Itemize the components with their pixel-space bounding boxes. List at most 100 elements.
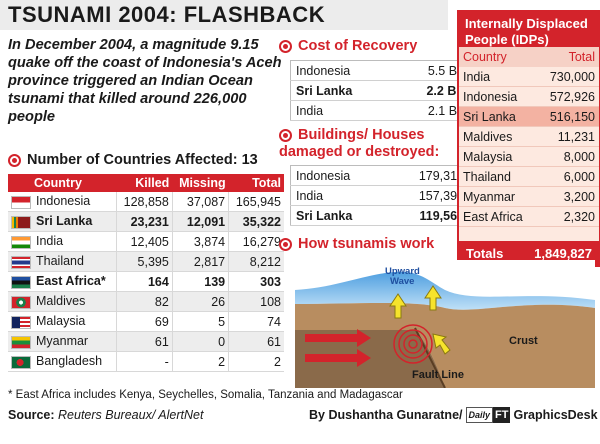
total-cell: 2 [228, 351, 284, 372]
table-row: Maldives 11,231 [459, 126, 599, 147]
graphics-desk-text: GraphicsDesk [513, 408, 598, 422]
total-cell: 3,200 [537, 186, 599, 207]
col-header-country: Country [459, 47, 538, 67]
table-row: Indonesia 128,858 37,087 165,945 [8, 192, 284, 212]
table-row: India 730,000 [459, 67, 599, 87]
table-row: East Africa* 164 139 303 [8, 271, 284, 292]
table-row: Indonesia 179,312 [290, 165, 470, 186]
source-line: Source: Reuters Bureaux/ AlertNet [8, 408, 203, 422]
total-cell: 74 [228, 311, 284, 332]
recovery-heading: Cost of Recovery [279, 38, 417, 55]
how-tsunamis-heading: How tsunamis work [279, 236, 434, 253]
total-cell: 8,212 [228, 251, 284, 272]
country-cell: Indonesia [290, 60, 395, 81]
buildings-heading: Buildings/ Houses damaged or destroyed: [279, 127, 439, 161]
total-cell: 730,000 [537, 67, 599, 87]
total-cell: 165,945 [228, 192, 284, 212]
total-cell: 35,322 [228, 211, 284, 232]
buildings-heading-line1: Buildings/ Houses [298, 127, 425, 143]
title-bar [0, 0, 448, 30]
value-cell: 157,393 [388, 185, 470, 206]
col-header-total: Total [537, 47, 599, 67]
total-cell: 108 [228, 291, 284, 312]
country-cell: Indonesia [290, 165, 389, 186]
bullet-icon [279, 237, 292, 251]
byline: By Dushantha Gunaratne/ Daily FT Graphics… [309, 407, 598, 423]
myanmar-flag-icon [11, 335, 31, 349]
country-cell: Myanmar [8, 331, 117, 352]
missing-cell: 12,091 [171, 211, 229, 232]
country-cell: Indonesia [459, 86, 538, 107]
bullet-icon [279, 39, 292, 53]
casualties-table: Country Killed Missing Total Indonesia 1… [8, 174, 284, 372]
bullet-icon [279, 128, 292, 142]
col-header-missing: Missing [172, 174, 229, 192]
col-header-killed: Killed [116, 174, 173, 192]
logo-ft-text: FT [493, 407, 511, 423]
upward-wave-label-2: Wave [390, 276, 414, 287]
country-cell: Malaysia [8, 311, 117, 332]
country-cell: Thailand [8, 251, 117, 272]
killed-cell: 5,395 [115, 251, 173, 272]
indonesia-flag-icon [11, 195, 31, 209]
table-row: Malaysia 69 5 74 [8, 311, 284, 332]
idp-totals-label: Totals [466, 245, 504, 261]
buildings-heading-line2: damaged or destroyed: [279, 144, 440, 160]
how-tsunamis-heading-label: How tsunamis work [298, 236, 435, 252]
total-cell: 303 [228, 271, 284, 292]
total-cell: 61 [228, 331, 284, 352]
casualties-header-row: Country Killed Missing Total [8, 174, 284, 192]
table-row: Indonesia 5.5 Bn [290, 60, 470, 81]
killed-cell: 61 [115, 331, 173, 352]
country-cell: India [8, 231, 117, 252]
buildings-table: Indonesia 179,312 India 157,393 Sri Lanka 1… [290, 165, 470, 226]
countries-count: 13 [241, 152, 258, 168]
malaysia-flag-icon [11, 315, 31, 329]
total-cell: 6,000 [537, 166, 599, 187]
country-name: Bangladesh [36, 354, 103, 369]
east-africa-flag-icon [11, 275, 31, 289]
country-name: East Africa* [36, 274, 106, 289]
table-row: Malaysia 8,000 [459, 146, 599, 167]
idp-heading: Internally Displaced People (IDPs) [459, 12, 599, 47]
table-row: India 157,393 [290, 185, 470, 206]
value-cell: 2.1 Bn [394, 100, 470, 121]
total-cell: 16,279 [228, 231, 284, 252]
value-cell: 5.5 Bn [394, 60, 470, 81]
country-cell: Sri Lanka [459, 106, 538, 127]
page-title: TSUNAMI 2004: FLASHBACK [8, 2, 326, 27]
fault-line-label: Fault Line [412, 369, 464, 381]
intro-text: In December 2004, a magnitude 9.15 quake… [8, 37, 282, 125]
table-row: Sri Lanka 2.2 Bn [290, 80, 470, 101]
total-cell: 8,000 [537, 146, 599, 167]
missing-cell: 37,087 [171, 192, 229, 212]
country-name: Malaysia [36, 314, 86, 329]
country-cell: India [290, 185, 389, 206]
epicenter-rings [393, 324, 433, 364]
crust-label: Crust [509, 335, 538, 347]
table-row: Sri Lanka 119,562 [290, 205, 470, 226]
col-header-country: Country [8, 174, 117, 192]
india-flag-icon [11, 235, 31, 249]
col-header-total: Total [228, 174, 284, 192]
missing-cell: 0 [171, 331, 229, 352]
table-row: Maldives 82 26 108 [8, 291, 284, 312]
idp-totals-value: 1,849,827 [534, 245, 592, 261]
country-cell: India [290, 100, 395, 121]
bangladesh-flag-icon [11, 355, 31, 369]
killed-cell: 164 [115, 271, 173, 292]
total-cell: 11,231 [537, 126, 599, 147]
daily-ft-logo: Daily FT [465, 407, 511, 423]
idp-header-row: Country Total [459, 47, 599, 67]
plate-block [295, 330, 445, 388]
table-row: Sri Lanka 23,231 12,091 35,322 [8, 211, 284, 232]
table-row: Thailand 5,395 2,817 8,212 [8, 251, 284, 272]
byline-text: By Dushantha Gunaratne/ [309, 408, 463, 422]
table-row: Bangladesh - 2 2 [8, 351, 284, 372]
country-cell: Sri Lanka [8, 211, 117, 232]
country-cell: Sri Lanka [290, 80, 395, 101]
upward-arrows [389, 285, 451, 355]
table-row: Sri Lanka 516,150 [459, 106, 599, 127]
table-row: Myanmar 3,200 [459, 186, 599, 207]
missing-cell: 2 [171, 351, 229, 372]
